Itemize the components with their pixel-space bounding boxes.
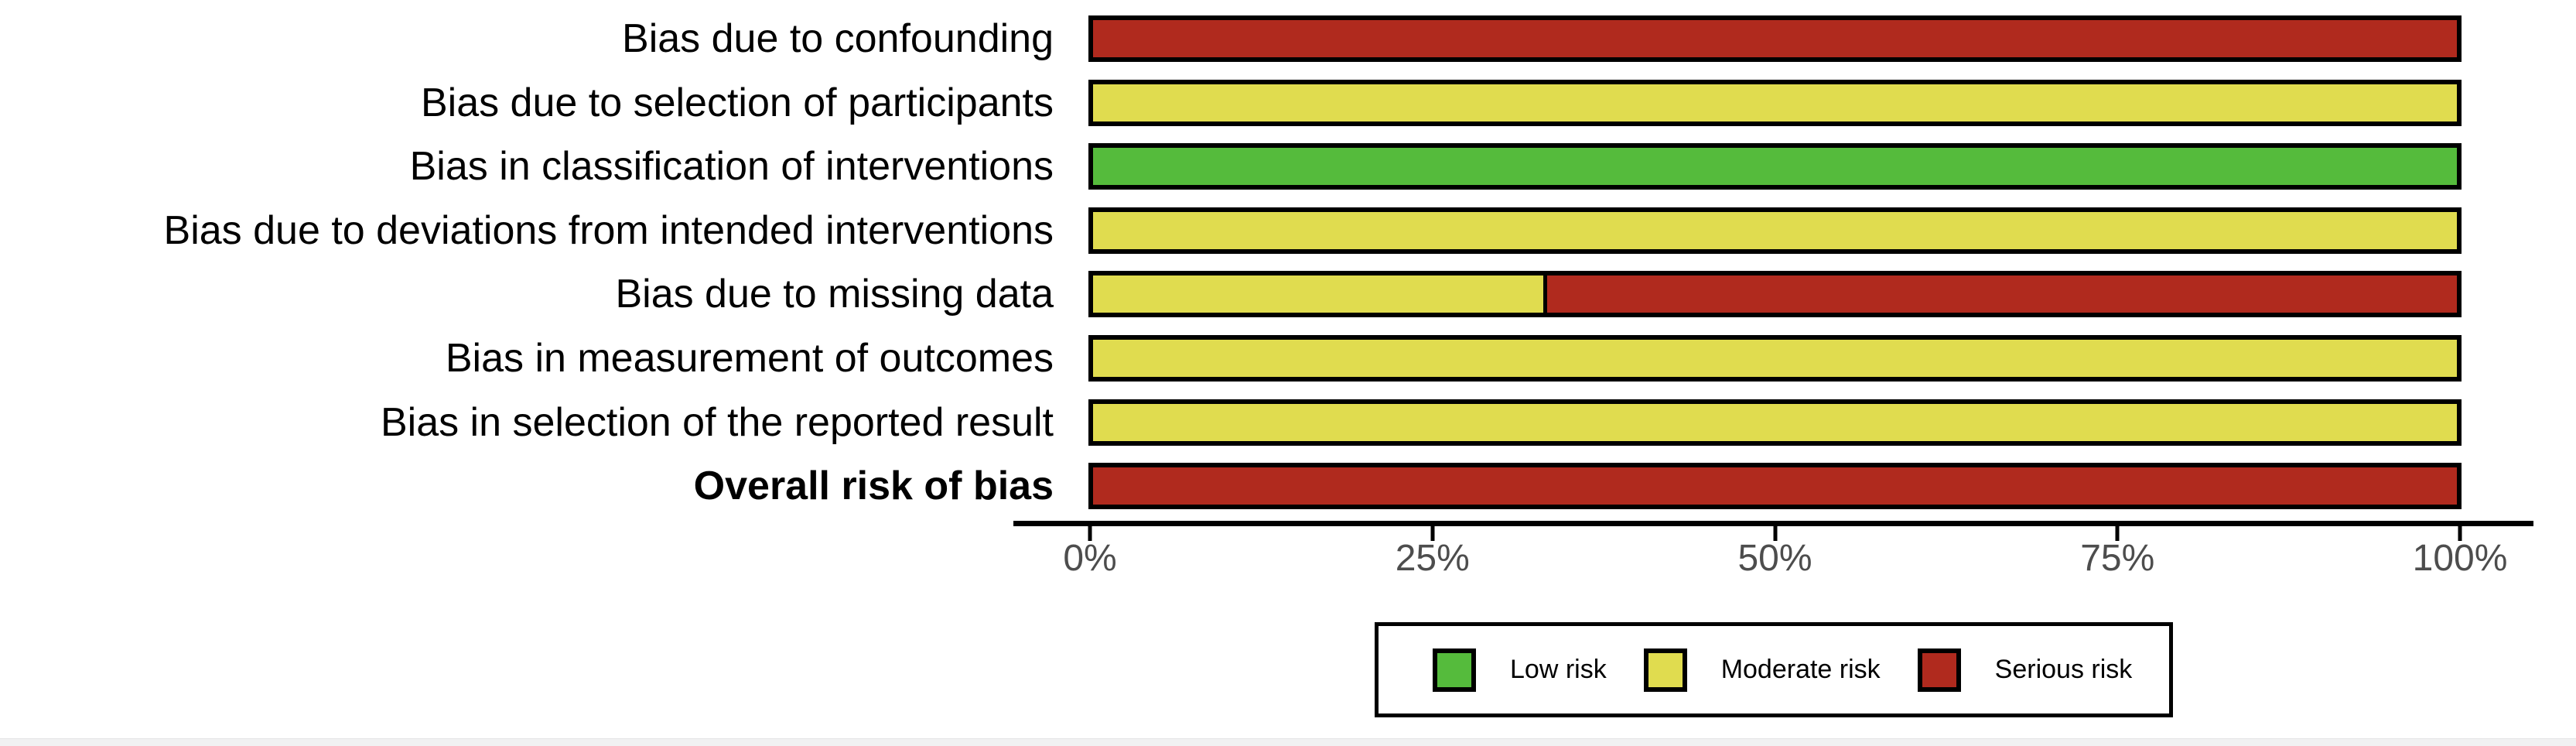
stacked-bar (1088, 207, 2462, 254)
stacked-bar (1088, 463, 2462, 509)
bar-segment-moderate-risk (1093, 84, 2457, 121)
category-label: Bias in measurement of outcomes (445, 336, 1054, 381)
stacked-bar (1088, 271, 2462, 317)
legend-swatch-serious (1917, 648, 1961, 692)
category-label: Bias due to deviations from intended int… (163, 208, 1054, 253)
stacked-bar (1088, 399, 2462, 446)
category-label: Bias in selection of the reported result (380, 400, 1054, 445)
legend-label: Moderate risk (1720, 655, 1881, 684)
stacked-bar (1088, 15, 2462, 62)
legend-item-moderate: Moderate risk (1643, 648, 1881, 692)
category-label: Bias due to confounding (622, 16, 1054, 61)
chart-row: Bias in classification of interventions (0, 143, 2576, 190)
legend-item-low: Low risk (1433, 648, 1607, 692)
chart-row: Bias in selection of the reported result (0, 399, 2576, 446)
chart-row: Bias due to confounding (0, 15, 2576, 62)
category-label: Bias due to missing data (615, 272, 1054, 317)
axis-tick (2458, 526, 2462, 541)
bar-segment-serious-risk (1547, 275, 2457, 313)
legend-swatch-low (1433, 648, 1476, 692)
legend-label: Serious risk (1994, 655, 2133, 684)
axis-tick-label: 75% (2080, 538, 2155, 579)
chart-row: Bias due to deviations from intended int… (0, 207, 2576, 254)
axis-tick (1430, 526, 1435, 541)
bar-segment-moderate-risk (1093, 212, 2457, 249)
bar-segment-moderate-risk (1093, 404, 2457, 441)
category-label: Bias in classification of interventions (409, 144, 1054, 189)
axis-tick (2115, 526, 2120, 541)
bar-segment-serious-risk (1093, 467, 2457, 505)
bar-segment-moderate-risk (1093, 340, 2457, 377)
chart-row: Overall risk of bias (0, 463, 2576, 509)
bar-segment-low-risk (1093, 148, 2457, 185)
bar-segment-moderate-risk (1093, 275, 1548, 313)
stacked-bar (1088, 335, 2462, 382)
category-label: Overall risk of bias (693, 464, 1054, 508)
axis-tick (1088, 526, 1092, 541)
window-bottom-edge (0, 738, 2576, 746)
axis-tick (1773, 526, 1777, 541)
chart-row: Bias due to missing data (0, 271, 2576, 317)
legend-swatch-moderate (1643, 648, 1687, 692)
chart-row: Bias due to selection of participants (0, 80, 2576, 126)
legend: Low risk Moderate risk Serious risk (1375, 622, 2173, 717)
bar-segment-serious-risk (1093, 20, 2457, 57)
legend-item-serious: Serious risk (1917, 648, 2133, 692)
stacked-bar (1088, 80, 2462, 126)
stacked-bar (1088, 143, 2462, 190)
axis-tick-label: 25% (1395, 538, 1470, 579)
chart-row: Bias in measurement of outcomes (0, 335, 2576, 382)
legend-label: Low risk (1510, 655, 1607, 684)
x-axis-line (1013, 521, 2533, 526)
category-label: Bias due to selection of participants (420, 80, 1054, 125)
axis-tick-label: 0% (1063, 538, 1117, 579)
axis-tick-label: 50% (1737, 538, 1812, 579)
axis-tick-label: 100% (2412, 538, 2508, 579)
